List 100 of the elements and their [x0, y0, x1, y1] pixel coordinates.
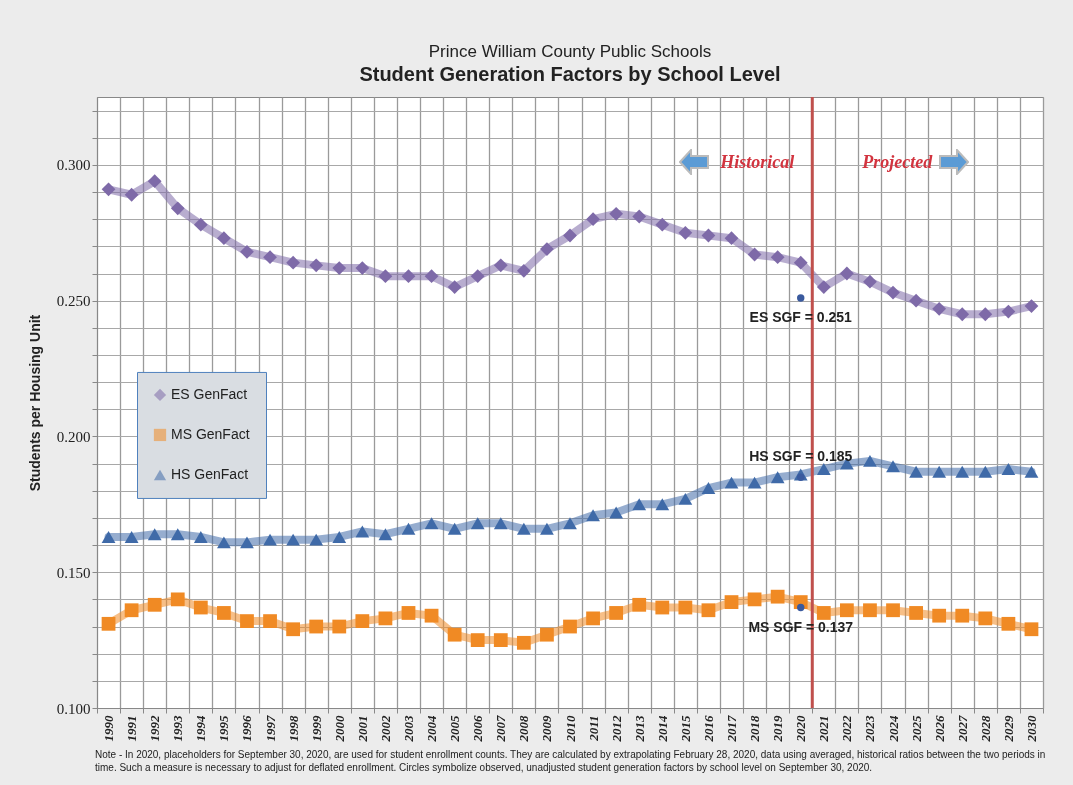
point	[147, 528, 162, 541]
point	[747, 592, 762, 607]
point	[493, 258, 508, 273]
point	[632, 597, 647, 612]
point	[516, 263, 531, 278]
point	[932, 608, 947, 623]
point	[770, 250, 785, 265]
x-tick-label: 1992	[147, 715, 163, 742]
point	[678, 225, 693, 240]
point	[170, 528, 185, 541]
point	[493, 517, 508, 530]
point	[978, 307, 993, 322]
point	[193, 217, 208, 232]
x-tick-label: 1991	[124, 715, 140, 742]
point	[447, 522, 462, 535]
x-tick-label: 2009	[539, 715, 555, 743]
point	[797, 294, 805, 302]
point	[355, 525, 370, 538]
point	[101, 182, 116, 197]
x-tick-label: 2015	[677, 715, 693, 743]
x-tick-label: 1993	[170, 715, 186, 742]
point	[655, 600, 670, 615]
point	[955, 307, 970, 322]
x-tick-label: 2003	[400, 715, 416, 743]
point	[816, 606, 831, 620]
x-tick-label: 2012	[608, 715, 624, 743]
x-tick-label: 2028	[977, 715, 993, 743]
point	[101, 530, 116, 543]
x-tick-label: 2025	[908, 715, 924, 743]
point	[147, 174, 162, 189]
point	[540, 242, 554, 256]
x-tick-label: 1999	[308, 715, 324, 742]
x-tick-label: 2026	[931, 715, 947, 743]
x-tick-label: 2024	[885, 715, 901, 743]
point	[747, 476, 762, 489]
point	[470, 517, 485, 530]
x-tick-label: 2007	[493, 715, 509, 743]
point	[217, 536, 231, 549]
point	[655, 498, 670, 511]
point	[355, 261, 370, 275]
point	[932, 465, 947, 478]
point	[1001, 304, 1016, 319]
point	[793, 255, 808, 270]
point	[309, 619, 324, 634]
point	[286, 533, 301, 546]
chart-title: Prince William County Public Schools	[428, 41, 712, 61]
y-tick-label: 0.100	[56, 700, 91, 717]
point	[955, 465, 970, 478]
point	[863, 454, 877, 467]
x-tick-label: 1995	[216, 715, 232, 742]
x-tick-label: 2014	[654, 715, 670, 743]
point	[816, 463, 831, 475]
point	[124, 603, 139, 618]
point	[170, 201, 185, 216]
point	[1001, 616, 1016, 631]
x-tick-label: 2006	[470, 715, 486, 743]
point	[447, 627, 462, 642]
y-axis-title: Students per Housing Unit	[26, 314, 43, 492]
point	[797, 603, 805, 612]
point	[632, 498, 647, 511]
annotation: Historical	[719, 152, 795, 172]
legend-label: MS GenFact	[171, 425, 250, 442]
x-tick-label: 1994	[193, 715, 209, 742]
y-tick-label: 0.300	[56, 157, 91, 174]
x-tick-label: 2013	[631, 715, 647, 743]
point	[1024, 299, 1039, 313]
point	[540, 627, 554, 642]
point	[401, 606, 416, 620]
text: Note - In 2020, placeholders for September 30, 2020, are used for student enrollment counts. They are calculated by extrapolating February 28, 2020, data using averaged, historical ratios between the two periods in time. Such a measure is necessary to adjust for deflated enrollment. Circles symbolize observed, unadjusted student generation factors by school level on September 30, 2020.	[95, 748, 1047, 774]
point	[286, 255, 301, 270]
point	[401, 269, 416, 284]
x-tick-label: 2020	[793, 715, 809, 743]
chart-subtitle: Student Generation Factors by School Level	[359, 62, 781, 85]
point	[886, 460, 900, 473]
point	[886, 603, 900, 618]
point	[609, 506, 624, 519]
point	[470, 633, 485, 647]
point	[170, 592, 185, 607]
point	[955, 608, 970, 623]
x-tick-label: 2030	[1023, 715, 1039, 743]
point	[770, 471, 785, 484]
point	[240, 614, 254, 628]
point	[309, 258, 324, 273]
point	[655, 217, 670, 232]
point	[701, 603, 716, 618]
point	[1001, 463, 1016, 475]
point	[839, 266, 854, 281]
point	[240, 244, 254, 259]
point	[678, 492, 693, 505]
point	[1024, 622, 1039, 637]
point	[863, 603, 877, 618]
point	[909, 465, 923, 478]
point	[701, 482, 716, 495]
point	[1024, 465, 1039, 478]
point	[309, 533, 324, 546]
point	[217, 606, 231, 620]
point	[401, 522, 416, 535]
x-tick-label: 2008	[516, 715, 532, 743]
point	[816, 280, 831, 294]
x-tick-label: 1996	[239, 715, 255, 742]
